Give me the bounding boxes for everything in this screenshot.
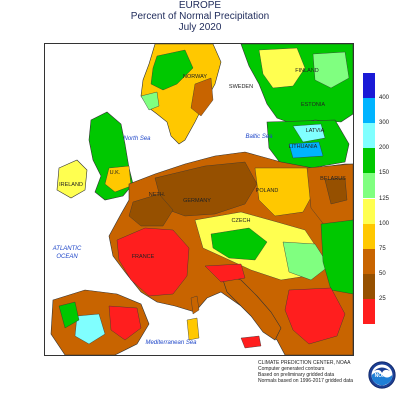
credit-line: Normals based on 1996-2017 gridded data xyxy=(258,378,354,384)
country-label-germany: GERMANY xyxy=(183,198,211,204)
finland-wet-zone xyxy=(312,51,350,89)
estonia-wet-zone xyxy=(292,123,326,143)
north-sea-label: North Sea xyxy=(123,136,151,142)
iberia-dry-zone xyxy=(108,305,142,341)
legend-swatch xyxy=(363,73,375,99)
alps-wet-zone xyxy=(210,227,268,261)
sweden-dry-zone xyxy=(190,77,214,117)
credit-line: Based on preliminary gridded data xyxy=(258,372,335,378)
norway-green-zone xyxy=(150,49,194,91)
italy-peninsula xyxy=(220,273,282,341)
legend-tick-label: 200 xyxy=(379,145,390,152)
noaa-logo: NOAA xyxy=(368,361,396,389)
country-label-estonia: ESTONIA xyxy=(301,102,325,108)
norway-wet-zone xyxy=(140,91,160,111)
credit-line: Computer generated contours xyxy=(258,366,325,372)
italy-north-zone xyxy=(204,263,246,283)
latvia-wet-zone xyxy=(288,141,324,159)
legend-tick-label: 25 xyxy=(379,295,386,302)
noaa-logo-text: NOAA xyxy=(375,373,390,379)
legend-tick-label: 125 xyxy=(379,195,390,202)
mediterranean-sea-label: Mediterranean Sea xyxy=(145,340,197,346)
map-canvas: North Sea Baltic Sea ATLANTIC OCEAN Medi… xyxy=(45,43,354,356)
legend-tick-label: 100 xyxy=(379,220,390,227)
legend-swatch xyxy=(363,173,375,199)
country-label-uk: U.K. xyxy=(110,170,121,176)
legend-swatch xyxy=(363,248,375,274)
legend-tick-label: 150 xyxy=(379,170,390,177)
country-label-norway: NORWAY xyxy=(183,74,207,80)
france-very-dry-zone xyxy=(116,227,190,297)
balkans-wet-zone xyxy=(282,241,330,281)
country-label-sweden: SWEDEN xyxy=(229,84,253,90)
country-label-france: FRANCE xyxy=(132,254,155,260)
region-title: EUROPE xyxy=(178,0,222,11)
country-label-poland: POLAND xyxy=(256,188,279,194)
legend-swatch xyxy=(363,223,375,249)
precipitation-map: North Sea Baltic Sea ATLANTIC OCEAN Medi… xyxy=(44,43,354,356)
ocean-label: OCEAN xyxy=(56,254,78,260)
finland-dry-zone xyxy=(258,47,306,89)
sardinia-island xyxy=(186,317,200,341)
map-subtitle: Percent of Normal Precipitation xyxy=(130,11,270,22)
country-label-czech: CZECH xyxy=(232,218,251,224)
legend-tick-label: 300 xyxy=(379,120,390,127)
france-north-zone xyxy=(128,193,174,227)
corsica-island xyxy=(190,295,200,315)
country-label-latvia: LATVIA xyxy=(306,128,325,134)
greece-very-dry-zone xyxy=(284,287,346,345)
baltic-sea-label: Baltic Sea xyxy=(245,134,273,140)
legend-swatch xyxy=(363,123,375,149)
sicily-island xyxy=(240,335,262,349)
ireland xyxy=(56,159,88,199)
country-label-netherlands: NETH. xyxy=(149,192,166,198)
atlantic-label: ATLANTIC xyxy=(52,246,82,252)
black-sea-coast-zone xyxy=(320,219,354,295)
noaa-logo-icon: NOAA xyxy=(368,361,396,389)
iberia-green-zone xyxy=(58,301,80,329)
credit-line: CLIMATE PREDICTION CENTER, NOAA xyxy=(258,360,351,366)
iberia-wet-zone xyxy=(74,313,106,345)
country-label-lithuania: LITHUANIA xyxy=(289,144,318,150)
period-label: July 2020 xyxy=(178,22,222,33)
credit-block: CLIMATE PREDICTION CENTER, NOAA Computer… xyxy=(258,360,358,384)
legend-tick-label: 75 xyxy=(379,245,386,252)
uk-dry-zone xyxy=(104,165,132,193)
legend-swatch xyxy=(363,148,375,174)
legend-swatch xyxy=(363,198,375,224)
legend-tick-label: 400 xyxy=(379,95,390,102)
legend-swatch xyxy=(363,298,375,324)
country-label-belarus: BELARUS xyxy=(320,176,346,182)
legend-tick-label: 50 xyxy=(379,270,386,277)
country-label-ireland: IRELAND xyxy=(59,182,83,188)
legend-swatch xyxy=(363,273,375,299)
map-header: EUROPE Percent of Normal Precipitation J… xyxy=(0,0,400,33)
belarus-dry-core xyxy=(324,177,348,205)
country-label-finland: FINLAND xyxy=(295,68,319,74)
color-legend: 400 300 200 150 125 100 75 50 25 xyxy=(363,73,389,324)
legend-swatch xyxy=(363,98,375,124)
